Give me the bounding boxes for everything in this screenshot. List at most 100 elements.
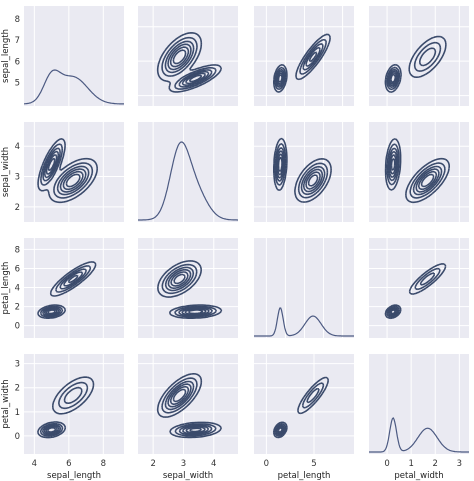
- x-tick-label: 1: [408, 459, 413, 469]
- kde-contour-level-1: [156, 32, 222, 93]
- kde-contour-level-3: [387, 147, 443, 196]
- x-tick-label: 6: [66, 459, 71, 469]
- y-tick-label: 7: [15, 36, 20, 46]
- x-tick-label: 3: [457, 459, 462, 469]
- kde-contour-level-1: [156, 373, 222, 439]
- panel-sepal_length-vs-sepal_width: [138, 6, 238, 106]
- panel-sepal_length-vs-sepal_length: [24, 6, 124, 106]
- kde-contour-level-5: [389, 71, 398, 85]
- kde-contour-level-2: [386, 41, 442, 91]
- panel-background: [138, 122, 238, 222]
- kde-contour-level-3: [42, 268, 87, 317]
- x-axis-label-petal_length: petal_length: [278, 471, 331, 481]
- x-tick-label: 0: [264, 459, 269, 469]
- y-tick-label: 2: [15, 303, 20, 313]
- panel-petal_length-vs-sepal_length: [24, 238, 124, 338]
- kde-contour-level-2: [39, 265, 92, 318]
- kde-contour-level-4: [388, 70, 398, 87]
- y-tick-label: 4: [15, 284, 20, 294]
- kde-contour-level-4: [43, 425, 60, 435]
- kde-contour-level-6: [277, 427, 283, 433]
- kde-contour-level-4: [167, 268, 210, 316]
- kde-contour-level-6: [47, 309, 57, 315]
- kde-contour-level-6: [173, 273, 204, 315]
- kde-contour-level-2: [161, 36, 217, 90]
- kde-contour-level-5: [45, 153, 84, 191]
- kde-contour-level-6: [46, 426, 57, 433]
- panel-background: [254, 354, 354, 454]
- y-tick-label: 2: [15, 384, 20, 394]
- kde-contour-level-4: [167, 43, 210, 86]
- kde-contour-level-2: [161, 377, 217, 437]
- panel-background: [24, 354, 124, 454]
- panel-background: [369, 6, 469, 106]
- kde-contour-level-1: [384, 138, 450, 204]
- x-tick-label: 0: [384, 459, 389, 469]
- x-tick-label: 2: [150, 459, 155, 469]
- panel-sepal_width-vs-sepal_length: [24, 122, 124, 222]
- y-tick-label: 3: [15, 173, 20, 183]
- kde-contour-level-2: [39, 381, 89, 437]
- y-tick-label: 4: [15, 142, 20, 152]
- panel-petal_width-vs-petal_length: [254, 354, 354, 454]
- y-tick-label: 6: [15, 264, 20, 274]
- kde-contour-level-6: [277, 156, 319, 187]
- kde-contour-level-6: [47, 157, 81, 188]
- kde-contour-level-1: [272, 376, 329, 439]
- panel-petal_length-vs-petal_width: [369, 238, 469, 338]
- kde-contour-level-6: [277, 73, 283, 83]
- panel-petal_length-vs-sepal_width: [138, 238, 238, 338]
- kde-contour-level-6: [172, 49, 203, 83]
- kde-contour-level-5: [169, 385, 206, 434]
- x-tick-label: 4: [211, 459, 216, 469]
- x-tick-label: 5: [311, 459, 316, 469]
- kde-contour-level-3: [275, 43, 324, 88]
- panel-background: [24, 6, 124, 106]
- kde-contour-level-1: [37, 376, 95, 439]
- kde-contour-level-3: [164, 40, 213, 88]
- kde-contour-level-2: [274, 143, 329, 199]
- kde-contour-level-2: [161, 263, 217, 318]
- panel-sepal_width-vs-petal_length: [254, 122, 354, 222]
- y-tick-label: 8: [15, 245, 20, 255]
- kde-contour-level-1: [273, 33, 331, 93]
- kde-contour-level-1: [157, 260, 223, 319]
- kde-contour-level-5: [276, 153, 321, 190]
- x-tick-label: 2: [433, 459, 438, 469]
- kde-contour-level-2: [274, 382, 325, 437]
- kde-contour-level-2: [274, 38, 327, 91]
- kde-contour-level-3: [387, 47, 437, 88]
- x-axis-label-sepal_length: sepal_length: [47, 471, 101, 481]
- panel-petal_width-vs-sepal_length: [24, 354, 124, 454]
- panel-petal_width-vs-petal_width: [369, 354, 469, 454]
- kde-contour-level-4: [44, 150, 87, 193]
- kde-contour-level-5: [45, 425, 59, 434]
- y-tick-label: 6: [15, 57, 20, 67]
- x-tick-label: 4: [32, 459, 37, 469]
- kde-contour-level-1: [37, 261, 97, 319]
- kde-curve-petal_width: [369, 417, 469, 453]
- x-axis-label-petal_width: petal_width: [394, 471, 443, 481]
- y-tick-label: 3: [15, 360, 20, 370]
- y-tick-label: 5: [15, 79, 20, 89]
- panel-petal_width-vs-sepal_width: [138, 354, 238, 454]
- panel-sepal_width-vs-petal_width: [369, 122, 469, 222]
- y-tick-label: 2: [15, 203, 20, 213]
- panel-sepal_width-vs-sepal_width: [138, 122, 238, 222]
- kde-contour-level-6: [172, 388, 202, 433]
- x-axis-label-sepal_width: sepal_width: [163, 471, 213, 481]
- kde-curve-petal_length: [254, 307, 354, 337]
- kde-contour-level-3: [42, 386, 83, 436]
- x-tick-label: 3: [181, 459, 186, 469]
- panel-sepal_length-vs-petal_length: [254, 6, 354, 106]
- kde-contour-level-4: [167, 383, 210, 435]
- kde-contour-level-6: [390, 309, 396, 315]
- x-tick-label: 8: [101, 459, 106, 469]
- y-tick-label: 8: [15, 15, 20, 25]
- y-tick-label: 0: [15, 432, 20, 442]
- kde-contour-level-5: [169, 46, 207, 85]
- kde-contour-level-1: [273, 137, 332, 203]
- kde-contour-level-6: [390, 73, 397, 84]
- kde-contour-level-4: [388, 150, 440, 193]
